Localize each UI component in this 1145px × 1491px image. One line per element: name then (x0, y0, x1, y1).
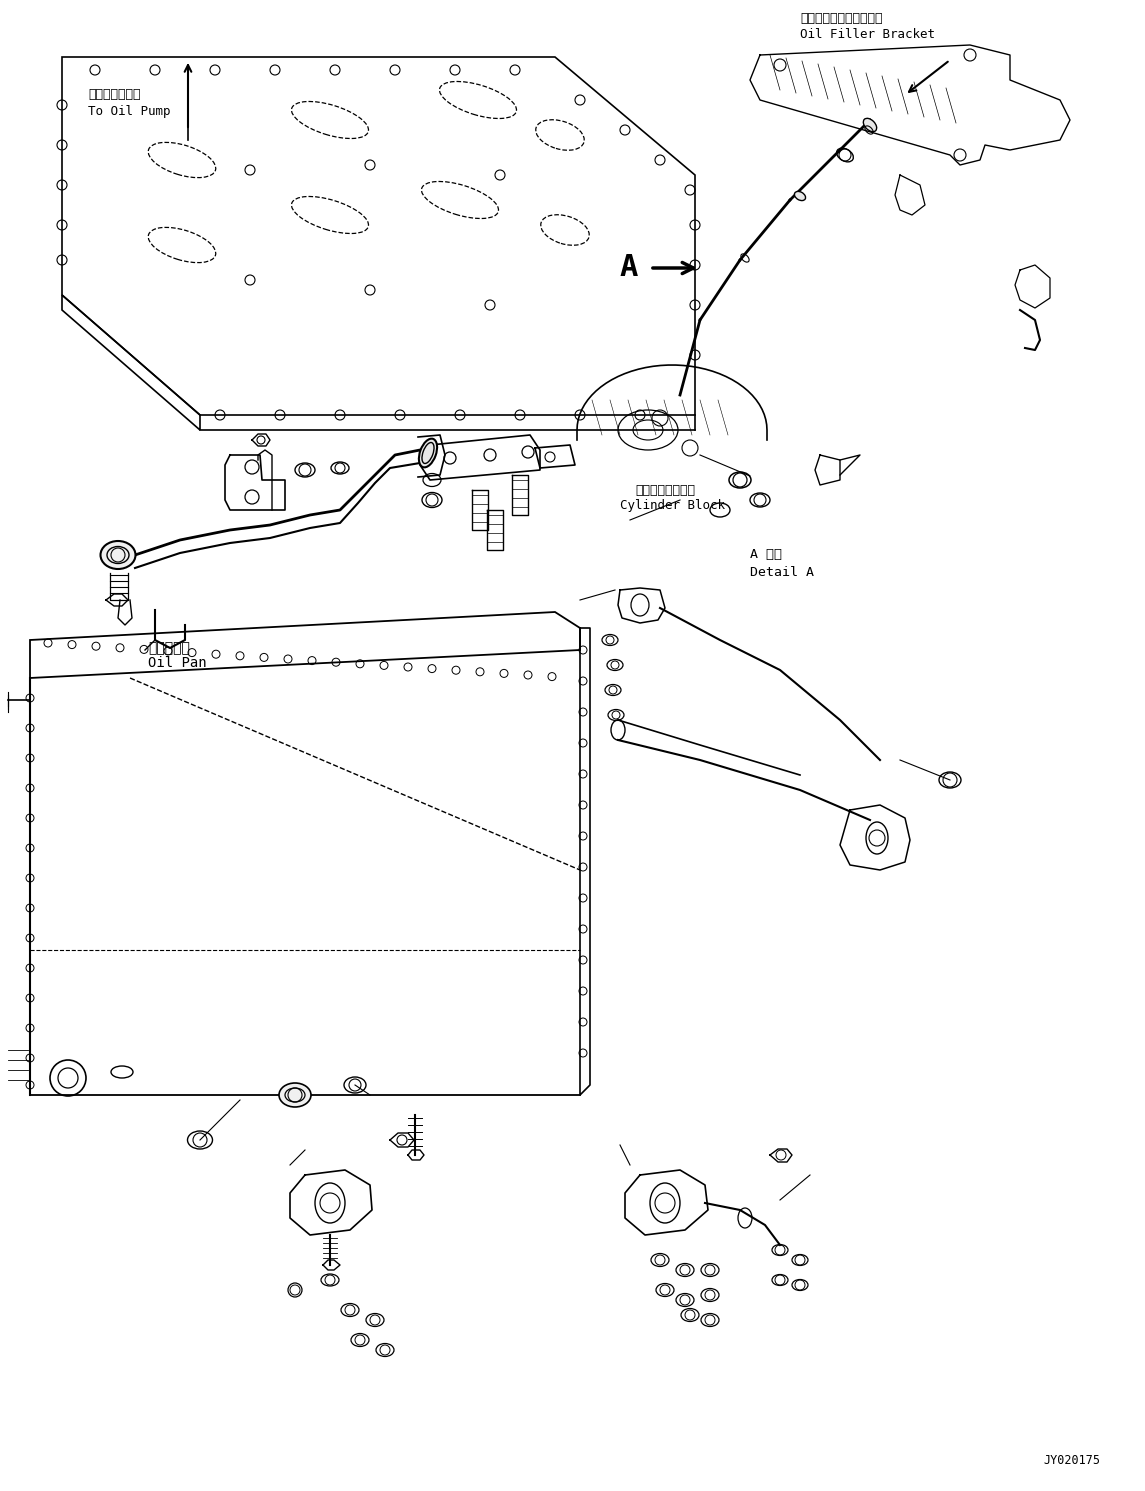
Ellipse shape (795, 191, 806, 201)
Text: Detail A: Detail A (750, 565, 814, 579)
Text: オイルフィラブラケット: オイルフィラブラケット (800, 12, 883, 24)
Text: オイルパン: オイルパン (148, 641, 190, 655)
Text: To Oil Pump: To Oil Pump (88, 106, 171, 118)
Text: Cylinder Block: Cylinder Block (619, 498, 725, 511)
Text: Oil Pan: Oil Pan (148, 656, 206, 669)
Ellipse shape (101, 541, 135, 570)
Text: A: A (619, 253, 639, 282)
Text: Oil Filler Bracket: Oil Filler Bracket (800, 28, 935, 42)
Ellipse shape (279, 1082, 311, 1106)
Text: オイルポンプへ: オイルポンプへ (88, 88, 141, 101)
Text: シリンダブロック: シリンダブロック (635, 483, 695, 497)
Text: JY020175: JY020175 (1043, 1454, 1100, 1467)
Text: A 詳細: A 詳細 (750, 549, 782, 562)
Ellipse shape (863, 118, 877, 131)
Ellipse shape (419, 438, 437, 467)
